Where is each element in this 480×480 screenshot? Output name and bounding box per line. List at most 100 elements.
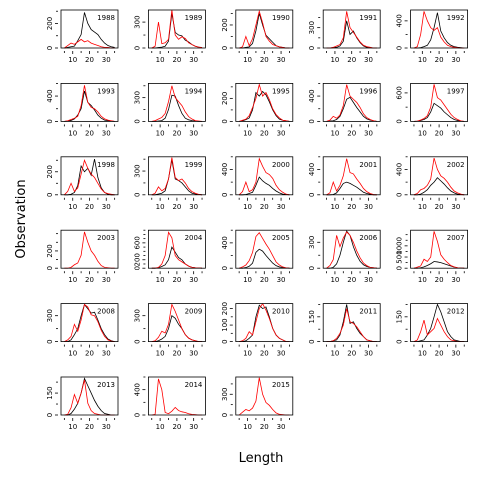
x-tick-label: 10: [68, 350, 77, 358]
y-tick-label: 100: [221, 318, 229, 331]
x-tick-label: 20: [172, 350, 181, 358]
y-tick-label: 150: [308, 310, 316, 323]
series-line-1995-1: [239, 90, 290, 122]
panel-year-label: 2000: [272, 161, 290, 169]
panel-2003: 2003 10 20 30 0 200: [46, 229, 119, 284]
x-tick-label: 30: [189, 276, 198, 284]
y-tick-label: 0: [221, 119, 229, 123]
series-line-1993-1: [64, 90, 115, 122]
series-line-2012-1: [413, 303, 465, 343]
series-line-2002-2: [413, 157, 465, 196]
panel-year-label: 1990: [272, 14, 290, 22]
x-tick-label: 20: [172, 129, 181, 137]
panel-year-label: 2001: [359, 161, 377, 169]
panel-1996: 1996 10 20 30 0 400: [308, 83, 381, 137]
x-tick-label: 10: [243, 423, 252, 431]
x-tick-label: 20: [435, 203, 444, 211]
panel-frame: [322, 303, 381, 343]
panel-2014: 2014 10 20 30 0 400: [133, 376, 206, 431]
x-tick-label: 10: [243, 129, 252, 137]
x-tick-label: 30: [102, 129, 111, 137]
y-tick-label: 150: [46, 386, 54, 399]
x-tick-label: 10: [156, 423, 165, 431]
y-tick-label: 300: [133, 309, 141, 322]
y-tick-label: 400: [221, 163, 229, 176]
panel-year-label: 2014: [185, 381, 203, 389]
x-tick-label: 30: [189, 423, 198, 431]
x-tick-label: 10: [418, 129, 427, 137]
panel-2013: 2013 10 20 30 0 150: [46, 376, 119, 431]
y-tick-label: 0: [46, 266, 54, 270]
panel-1988: 1988 10 20 30 0 200: [46, 9, 119, 64]
y-tick-label: 0: [396, 193, 404, 197]
series-line-2001-2: [326, 158, 377, 196]
x-tick-label: 20: [435, 350, 444, 358]
y-tick-label: 400: [396, 163, 404, 176]
series-line-1998-2: [64, 158, 115, 196]
x-tick-label: 10: [418, 56, 427, 64]
series-line-2007-2: [413, 231, 465, 269]
x-tick-label: 30: [364, 129, 373, 137]
panel-1997: 1997 10 20 30 0 600: [396, 83, 469, 137]
y-tick-label: 200: [221, 18, 229, 31]
x-tick-label: 20: [347, 56, 356, 64]
panel-year-label: 1992: [447, 14, 465, 22]
series-line-1996-1: [326, 96, 377, 122]
panel-frame: [147, 83, 206, 122]
panel-frame: [410, 9, 469, 49]
panel-frame: [60, 303, 119, 343]
x-tick-label: 10: [156, 276, 165, 284]
panel-1992: 1992 10 20 30 0 400: [396, 9, 469, 64]
x-tick-label: 30: [364, 276, 373, 284]
x-tick-label: 10: [156, 56, 165, 64]
x-tick-label: 30: [102, 56, 111, 64]
x-tick-label: 10: [243, 203, 252, 211]
y-tick-label: 0: [133, 46, 141, 50]
series-line-1990-2: [239, 9, 290, 49]
x-tick-label: 30: [189, 203, 198, 211]
x-tick-label: 30: [451, 56, 460, 64]
x-tick-label: 10: [330, 350, 339, 358]
x-tick-label: 30: [189, 129, 198, 137]
panel-1998: 1998 10 20 30 0 200: [46, 156, 119, 211]
x-tick-label: 30: [102, 350, 111, 358]
x-axis-title: Length: [239, 451, 284, 466]
x-tick-label: 10: [243, 276, 252, 284]
x-tick-label: 30: [277, 56, 286, 64]
x-tick-label: 30: [451, 276, 460, 284]
x-tick-label: 30: [277, 276, 286, 284]
y-tick-label: 0: [221, 413, 229, 417]
x-tick-label: 20: [85, 350, 94, 358]
x-tick-label: 20: [172, 423, 181, 431]
y-tick-label: 300: [133, 164, 141, 177]
panel-frame: [410, 83, 469, 122]
series-line-1989-2: [151, 9, 203, 49]
series-line-2001-1: [326, 181, 377, 196]
x-tick-label: 10: [243, 56, 252, 64]
y-tick-label: 300: [221, 388, 229, 401]
y-tick-label: 0: [308, 46, 316, 50]
panel-year-label: 2007: [447, 234, 465, 242]
y-tick-label: 0: [46, 119, 54, 123]
y-tick-label: 0: [396, 266, 404, 270]
series-line-2015-1: [238, 377, 290, 416]
x-tick-label: 10: [418, 350, 427, 358]
y-tick-label: 200: [46, 17, 54, 30]
x-tick-label: 20: [172, 56, 181, 64]
series-line-2003-1: [64, 231, 115, 269]
x-tick-label: 10: [68, 129, 77, 137]
y-tick-label: 300: [308, 21, 316, 34]
y-tick-label: 400: [396, 14, 404, 27]
panel-year-label: 2010: [272, 308, 290, 316]
y-tick-label: 0: [133, 193, 141, 197]
x-tick-label: 10: [330, 129, 339, 137]
panel-1995: 1995 10 20 30 0 200: [221, 82, 294, 137]
panel-2005: 2005 10 20 30 0 400: [221, 229, 294, 284]
series-line-2009-2: [151, 303, 203, 343]
x-tick-label: 10: [418, 203, 427, 211]
y-tick-label: 0: [46, 339, 54, 343]
x-tick-label: 30: [277, 350, 286, 358]
y-tick-label: 200: [221, 302, 229, 315]
panel-frame: [147, 303, 206, 343]
